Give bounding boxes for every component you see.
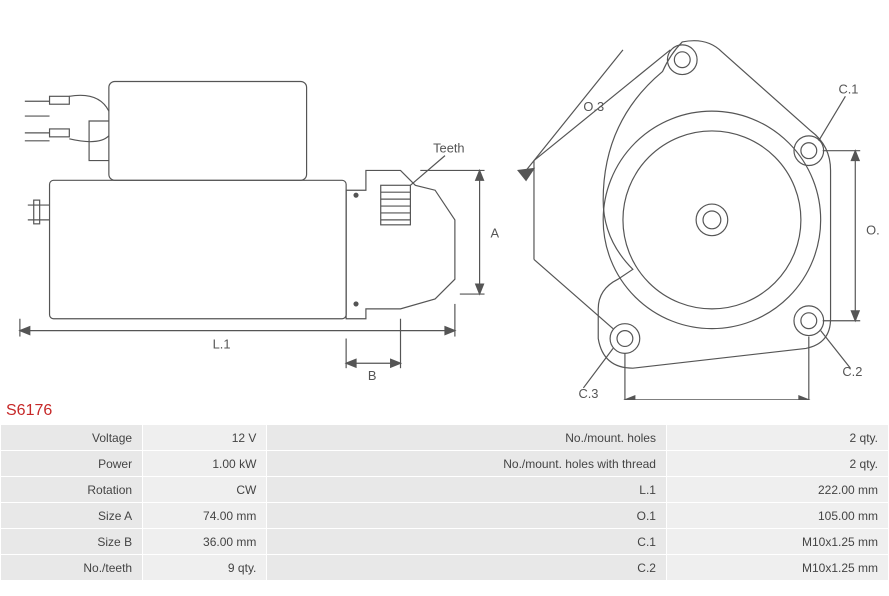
dim-label-c2: C.2 bbox=[842, 364, 862, 379]
spec-value: 36.00 mm bbox=[143, 529, 267, 555]
spec-value: 2 qty. bbox=[666, 451, 888, 477]
part-number: S6176 bbox=[0, 400, 889, 424]
dim-label-l1: L.1 bbox=[213, 336, 231, 351]
technical-drawing: L.1 B A Teeth O.3 O.1 O.2 C.1 C.2 C.3 bbox=[10, 20, 879, 400]
spec-label: O.1 bbox=[267, 503, 667, 529]
spec-label: No./teeth bbox=[1, 555, 143, 581]
spec-label: Rotation bbox=[1, 477, 143, 503]
spec-value: 222.00 mm bbox=[666, 477, 888, 503]
spec-value: 1.00 kW bbox=[143, 451, 267, 477]
spec-row: Size A74.00 mmO.1105.00 mm bbox=[1, 503, 889, 529]
spec-label: L.1 bbox=[267, 477, 667, 503]
dim-label-o3: O.3 bbox=[583, 99, 604, 114]
dim-label-o1: O.1 bbox=[866, 223, 879, 238]
dim-label-c1: C.1 bbox=[838, 81, 858, 96]
spec-row: Voltage12 VNo./mount. holes2 qty. bbox=[1, 425, 889, 451]
spec-label: Size B bbox=[1, 529, 143, 555]
spec-value: M10x1.25 mm bbox=[666, 529, 888, 555]
dim-label-c3: C.3 bbox=[578, 386, 598, 400]
spec-value: CW bbox=[143, 477, 267, 503]
spec-label: C.1 bbox=[267, 529, 667, 555]
spec-row: RotationCWL.1222.00 mm bbox=[1, 477, 889, 503]
specs-table: Voltage12 VNo./mount. holes2 qty.Power1.… bbox=[0, 424, 889, 581]
spec-label: Voltage bbox=[1, 425, 143, 451]
spec-value: 105.00 mm bbox=[666, 503, 888, 529]
spec-value: M10x1.25 mm bbox=[666, 555, 888, 581]
spec-value: 9 qty. bbox=[143, 555, 267, 581]
page-container: L.1 B A Teeth O.3 O.1 O.2 C.1 C.2 C.3 S6… bbox=[0, 0, 889, 581]
spec-label: Power bbox=[1, 451, 143, 477]
spec-row: Power1.00 kWNo./mount. holes with thread… bbox=[1, 451, 889, 477]
spec-label: No./mount. holes with thread bbox=[267, 451, 667, 477]
spec-label: Size A bbox=[1, 503, 143, 529]
diagram-area: L.1 B A Teeth O.3 O.1 O.2 C.1 C.2 C.3 bbox=[0, 0, 889, 400]
spec-value: 2 qty. bbox=[666, 425, 888, 451]
spec-value: 12 V bbox=[143, 425, 267, 451]
spec-label: No./mount. holes bbox=[267, 425, 667, 451]
spec-label: C.2 bbox=[267, 555, 667, 581]
dim-label-a: A bbox=[490, 226, 499, 241]
spec-row: Size B36.00 mmC.1M10x1.25 mm bbox=[1, 529, 889, 555]
dim-label-teeth: Teeth bbox=[433, 141, 464, 156]
dim-label-b: B bbox=[368, 368, 377, 383]
spec-row: No./teeth9 qty.C.2M10x1.25 mm bbox=[1, 555, 889, 581]
spec-value: 74.00 mm bbox=[143, 503, 267, 529]
